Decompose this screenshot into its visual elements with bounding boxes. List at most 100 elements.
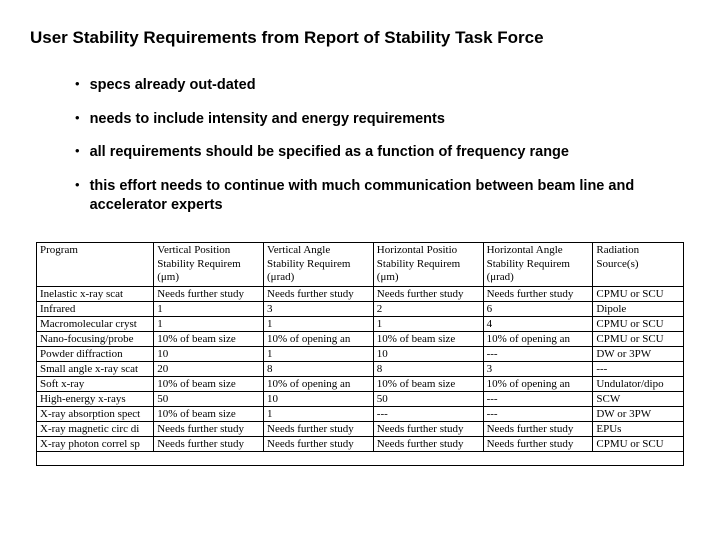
- table-spacer-cell: [37, 452, 684, 466]
- table-cell: 10: [264, 392, 374, 407]
- table-row: Nano-focusing/probe10% of beam size10% o…: [37, 332, 684, 347]
- col-header: Vertical Position Stability Requirem (μm…: [154, 242, 264, 286]
- table-cell: 1: [154, 317, 264, 332]
- table-cell: X-ray magnetic circ di: [37, 422, 154, 437]
- bullet-text: needs to include intensity and energy re…: [90, 110, 445, 130]
- table-cell: Undulator/dipo: [593, 377, 684, 392]
- table-cell: X-ray absorption spect: [37, 407, 154, 422]
- bullet-dot-icon: •: [75, 110, 80, 127]
- table-cell: Needs further study: [483, 287, 593, 302]
- table-cell: Needs further study: [483, 422, 593, 437]
- table-cell: Powder diffraction: [37, 347, 154, 362]
- table-cell: Inelastic x-ray scat: [37, 287, 154, 302]
- table-row: X-ray absorption spect10% of beam size1-…: [37, 407, 684, 422]
- bullet-dot-icon: •: [75, 177, 80, 194]
- table-cell: 50: [373, 392, 483, 407]
- col-header: Horizontal Angle Stability Requirem (μra…: [483, 242, 593, 286]
- table-row: Soft x-ray10% of beam size10% of opening…: [37, 377, 684, 392]
- table-cell: 3: [483, 362, 593, 377]
- table-cell: 10% of opening an: [483, 377, 593, 392]
- table-cell: 6: [483, 302, 593, 317]
- bullet-item: • all requirements should be specified a…: [75, 143, 690, 163]
- table-cell: 4: [483, 317, 593, 332]
- bullet-item: • specs already out-dated: [75, 76, 690, 96]
- table-cell: 1: [264, 347, 374, 362]
- table-cell: DW or 3PW: [593, 347, 684, 362]
- table-cell: 2: [373, 302, 483, 317]
- table-row: Small angle x-ray scat20883---: [37, 362, 684, 377]
- bullet-dot-icon: •: [75, 143, 80, 160]
- col-header: Vertical Angle Stability Requirem (μrad): [264, 242, 374, 286]
- table-cell: High-energy x-rays: [37, 392, 154, 407]
- table-spacer-row: [37, 452, 684, 466]
- table-cell: Needs further study: [264, 422, 374, 437]
- table-row: Inelastic x-ray scatNeeds further studyN…: [37, 287, 684, 302]
- table-cell: 10% of opening an: [483, 332, 593, 347]
- bullet-item: • needs to include intensity and energy …: [75, 110, 690, 130]
- table-cell: EPUs: [593, 422, 684, 437]
- table-cell: 10: [373, 347, 483, 362]
- table-cell: 10% of beam size: [373, 377, 483, 392]
- table-cell: CPMU or SCU: [593, 317, 684, 332]
- table-row: Macromolecular cryst1114CPMU or SCU: [37, 317, 684, 332]
- table-cell: ---: [483, 407, 593, 422]
- table-cell: SCW: [593, 392, 684, 407]
- col-header: Program: [37, 242, 154, 286]
- table-cell: X-ray photon correl sp: [37, 437, 154, 452]
- table-cell: Needs further study: [373, 422, 483, 437]
- table-cell: 50: [154, 392, 264, 407]
- col-header: Radiation Source(s): [593, 242, 684, 286]
- col-header: Horizontal Positio Stability Requirem (μ…: [373, 242, 483, 286]
- table-row: High-energy x-rays501050---SCW: [37, 392, 684, 407]
- table-cell: 1: [154, 302, 264, 317]
- table-cell: ---: [483, 347, 593, 362]
- table-cell: 1: [373, 317, 483, 332]
- table-cell: 10% of opening an: [264, 332, 374, 347]
- table-cell: Needs further study: [154, 437, 264, 452]
- table-cell: 10% of beam size: [154, 332, 264, 347]
- table-cell: 8: [264, 362, 374, 377]
- table-row: X-ray photon correl spNeeds further stud…: [37, 437, 684, 452]
- table-cell: 10% of beam size: [154, 407, 264, 422]
- table-row: Infrared1326Dipole: [37, 302, 684, 317]
- table-row: Powder diffraction10110---DW or 3PW: [37, 347, 684, 362]
- table-cell: 3: [264, 302, 374, 317]
- table-cell: ---: [483, 392, 593, 407]
- table-cell: 10% of beam size: [154, 377, 264, 392]
- table-cell: 10: [154, 347, 264, 362]
- table-cell: ---: [373, 407, 483, 422]
- table-cell: Needs further study: [373, 437, 483, 452]
- table-cell: CPMU or SCU: [593, 287, 684, 302]
- table-cell: 8: [373, 362, 483, 377]
- table-cell: Small angle x-ray scat: [37, 362, 154, 377]
- bullet-text: this effort needs to continue with much …: [90, 177, 650, 216]
- table-cell: 1: [264, 317, 374, 332]
- table-cell: 10% of beam size: [373, 332, 483, 347]
- page-title: User Stability Requirements from Report …: [30, 28, 690, 48]
- table-cell: Dipole: [593, 302, 684, 317]
- requirements-table: Program Vertical Position Stability Requ…: [36, 242, 684, 466]
- table-cell: 10% of opening an: [264, 377, 374, 392]
- table-cell: DW or 3PW: [593, 407, 684, 422]
- table-body: Inelastic x-ray scatNeeds further studyN…: [37, 287, 684, 466]
- table-cell: Soft x-ray: [37, 377, 154, 392]
- table-cell: Needs further study: [264, 287, 374, 302]
- table-cell: Needs further study: [373, 287, 483, 302]
- table-cell: Needs further study: [483, 437, 593, 452]
- bullet-text: specs already out-dated: [90, 76, 256, 96]
- table-cell: Macromolecular cryst: [37, 317, 154, 332]
- requirements-table-container: Program Vertical Position Stability Requ…: [36, 242, 684, 466]
- bullet-dot-icon: •: [75, 76, 80, 93]
- table-cell: Needs further study: [154, 422, 264, 437]
- bullet-list: • specs already out-dated • needs to inc…: [75, 76, 690, 216]
- table-cell: 1: [264, 407, 374, 422]
- bullet-item: • this effort needs to continue with muc…: [75, 177, 690, 216]
- table-cell: Nano-focusing/probe: [37, 332, 154, 347]
- table-cell: 20: [154, 362, 264, 377]
- table-cell: ---: [593, 362, 684, 377]
- table-cell: Infrared: [37, 302, 154, 317]
- table-cell: Needs further study: [154, 287, 264, 302]
- table-cell: Needs further study: [264, 437, 374, 452]
- table-cell: CPMU or SCU: [593, 332, 684, 347]
- table-row: X-ray magnetic circ diNeeds further stud…: [37, 422, 684, 437]
